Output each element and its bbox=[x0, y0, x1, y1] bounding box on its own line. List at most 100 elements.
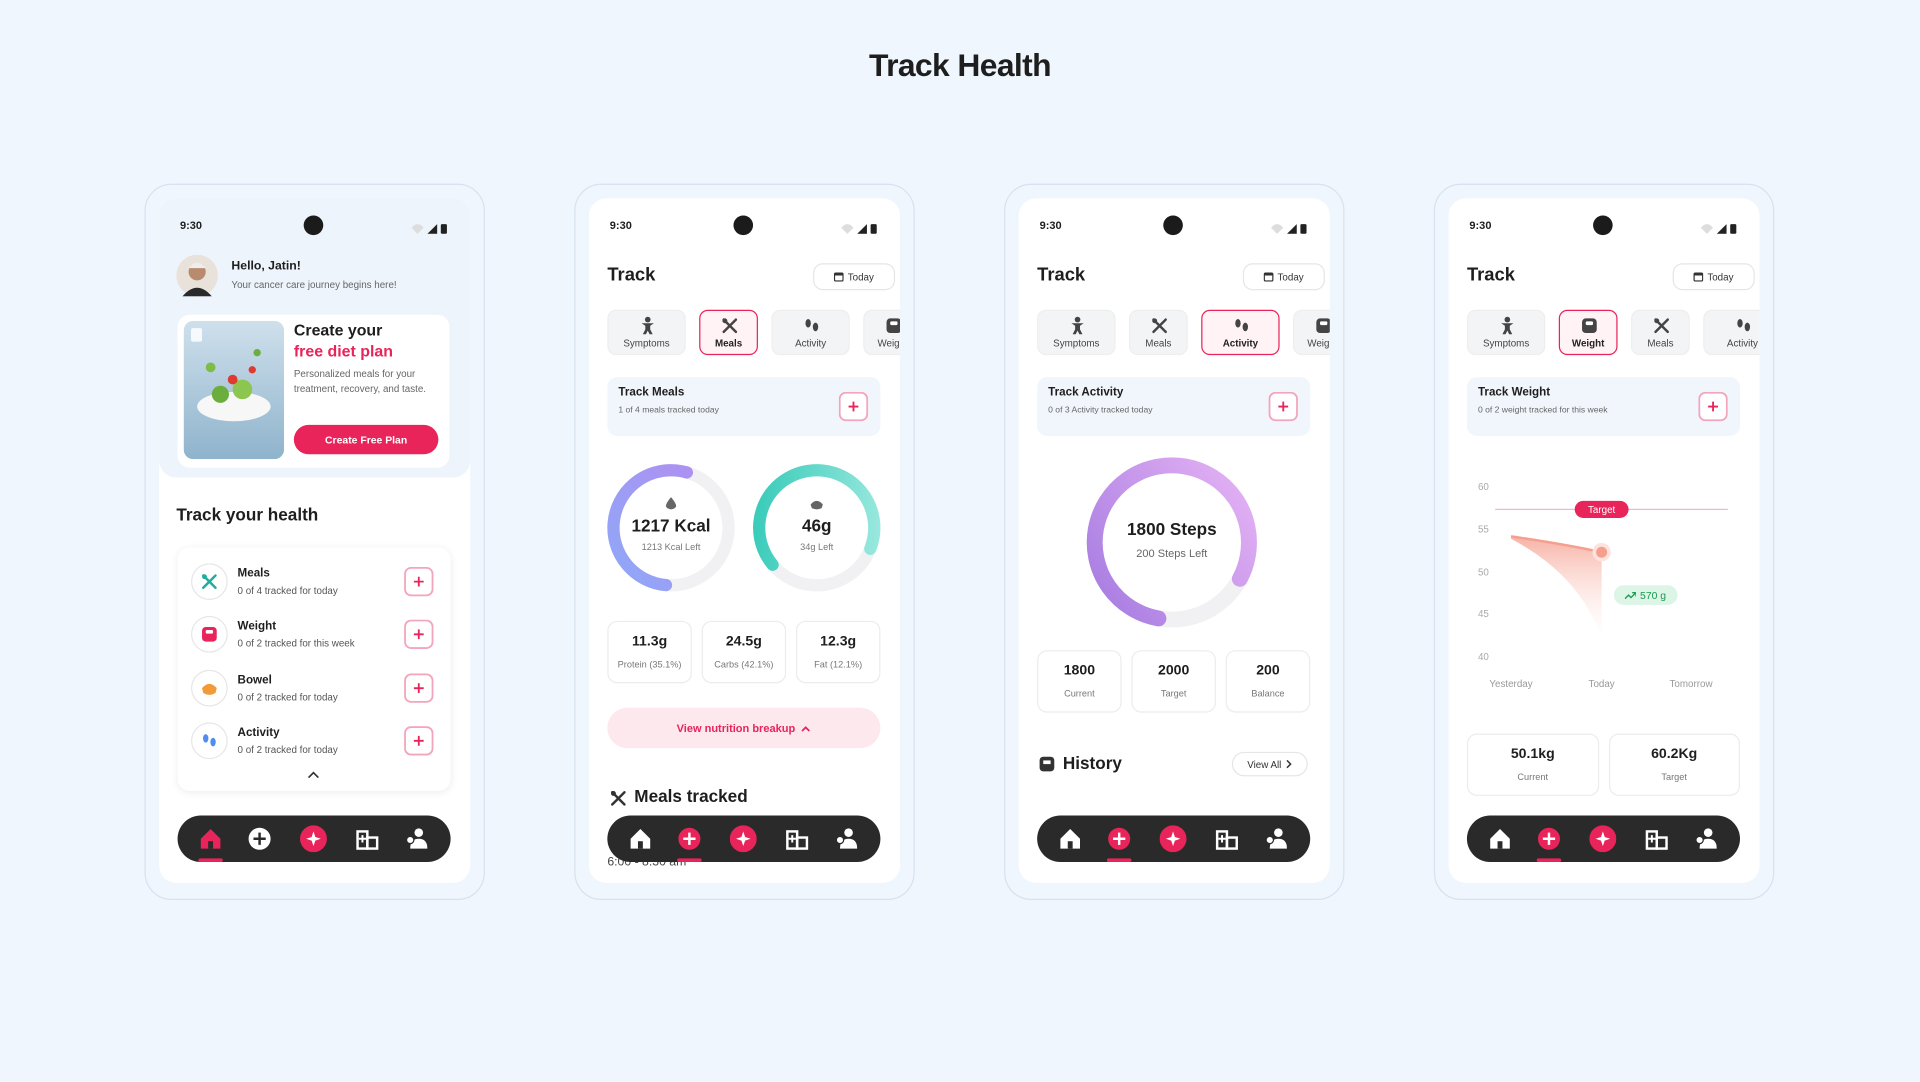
icon-part bbox=[630, 828, 651, 849]
tab[interactable]: Weight bbox=[1293, 309, 1330, 356]
icon-part bbox=[838, 391, 869, 422]
stat-value: 200 bbox=[1256, 663, 1280, 679]
x-tick-label: Yesterday bbox=[1489, 678, 1533, 690]
add-button[interactable] bbox=[1698, 391, 1728, 422]
date-chip[interactable]: Today bbox=[1672, 263, 1755, 291]
tab[interactable]: Weight bbox=[863, 309, 901, 356]
icon-part bbox=[413, 735, 424, 746]
track-card-title: Track Weight bbox=[1477, 385, 1551, 400]
add-button[interactable] bbox=[404, 672, 434, 703]
camera bbox=[1163, 215, 1183, 236]
add-button[interactable] bbox=[838, 391, 869, 422]
nav-icon[interactable] bbox=[1643, 825, 1670, 852]
add-button[interactable] bbox=[404, 725, 434, 756]
nav-icon[interactable] bbox=[1536, 825, 1563, 852]
nav-icon[interactable] bbox=[1106, 825, 1133, 852]
tab[interactable]: Weight bbox=[1558, 309, 1618, 356]
nav-icon[interactable] bbox=[627, 825, 654, 852]
tab-label: Symptoms bbox=[1053, 337, 1100, 349]
tab[interactable]: Activity bbox=[1703, 309, 1760, 356]
stat-box bbox=[1225, 650, 1311, 713]
stat-box bbox=[1608, 733, 1741, 796]
tab-label: Activity bbox=[1222, 337, 1259, 349]
date-chip[interactable]: Today bbox=[813, 263, 896, 291]
icon-part bbox=[840, 838, 858, 849]
nav-icon[interactable] bbox=[833, 825, 860, 852]
icon-part bbox=[801, 725, 811, 732]
icon-part bbox=[1265, 835, 1275, 845]
icon-part bbox=[611, 791, 616, 796]
tab[interactable]: Symptoms bbox=[1466, 309, 1546, 356]
tab-label: Weight bbox=[877, 337, 900, 349]
ring-icon bbox=[809, 496, 824, 511]
icon-part bbox=[1645, 830, 1668, 850]
stat-value: 11.3g bbox=[631, 634, 668, 649]
item-name: Bowel bbox=[237, 672, 272, 687]
icon-part bbox=[404, 566, 434, 597]
status-icons bbox=[841, 222, 878, 234]
tab[interactable]: Meals bbox=[1128, 309, 1188, 356]
nav-icon[interactable] bbox=[197, 825, 224, 852]
nav-icon[interactable] bbox=[729, 825, 757, 853]
item-name: Meals bbox=[237, 566, 270, 581]
tab-label: Meals bbox=[1145, 337, 1172, 349]
section-title: Meals tracked bbox=[634, 786, 748, 806]
icon-part bbox=[1152, 318, 1158, 324]
nav-icon[interactable] bbox=[676, 825, 703, 852]
item-detail: 0 of 2 tracked for today bbox=[237, 691, 338, 703]
section-icon bbox=[609, 789, 626, 806]
icon-part bbox=[886, 318, 901, 334]
nav-icon[interactable] bbox=[1692, 825, 1719, 852]
tab[interactable]: Meals bbox=[699, 309, 758, 356]
icon-part bbox=[1316, 318, 1330, 334]
icon-part bbox=[1730, 224, 1737, 234]
promo-button[interactable]: Create Free Plan bbox=[293, 424, 439, 455]
nav-icon[interactable] bbox=[300, 825, 327, 853]
icon-part bbox=[188, 262, 206, 269]
tab[interactable]: Symptoms bbox=[1037, 309, 1116, 356]
nav-icon[interactable] bbox=[403, 825, 430, 852]
view-all-link[interactable]: View All bbox=[1231, 751, 1308, 777]
y-tick-label: 45 bbox=[1477, 608, 1489, 620]
icon-part bbox=[810, 500, 823, 510]
add-button[interactable] bbox=[1268, 391, 1298, 422]
tab[interactable]: Activity bbox=[1201, 309, 1280, 356]
nav-icon[interactable] bbox=[1487, 825, 1514, 852]
progress-ring bbox=[747, 458, 887, 598]
chevron-right bbox=[1286, 759, 1293, 769]
icon-part bbox=[1585, 321, 1594, 326]
icon-part bbox=[1693, 272, 1704, 282]
nav-icon[interactable] bbox=[1159, 825, 1187, 853]
nav-icon[interactable] bbox=[1589, 825, 1617, 853]
icon-part bbox=[404, 725, 434, 756]
add-button[interactable] bbox=[404, 619, 434, 650]
nav-icon[interactable] bbox=[354, 825, 381, 852]
screen-title: Track bbox=[1037, 264, 1086, 286]
nav-icon[interactable] bbox=[1262, 825, 1289, 852]
icon-part bbox=[1654, 318, 1669, 334]
phone-frame: 9:30 Hello, Jatin! Your cancer care journe… bbox=[144, 183, 485, 901]
tab[interactable]: Symptoms bbox=[607, 309, 686, 356]
nav-icon[interactable] bbox=[1057, 825, 1084, 852]
nav-icon[interactable] bbox=[246, 825, 273, 852]
add-button[interactable] bbox=[404, 566, 434, 597]
tab[interactable]: Meals bbox=[1631, 309, 1690, 356]
avatar bbox=[176, 254, 218, 297]
icon-part bbox=[801, 725, 811, 732]
icon-part bbox=[366, 836, 379, 850]
icon-part bbox=[1039, 756, 1055, 772]
nutrition-button[interactable]: View nutrition breakup bbox=[607, 707, 881, 749]
icon-part bbox=[637, 841, 643, 849]
icon-part bbox=[1113, 832, 1126, 845]
icon-part bbox=[786, 830, 809, 850]
icon-part bbox=[191, 616, 228, 654]
nav-icon[interactable] bbox=[784, 825, 811, 852]
tab[interactable]: Activity bbox=[771, 309, 850, 356]
icon-part bbox=[857, 224, 867, 234]
icon-part bbox=[427, 224, 438, 234]
track-card-detail: 0 of 2 weight tracked for this week bbox=[1477, 406, 1608, 416]
stat-value: 24.5g bbox=[725, 634, 762, 649]
date-chip[interactable]: Today bbox=[1242, 263, 1325, 291]
track-card bbox=[607, 377, 881, 436]
nav-icon[interactable] bbox=[1213, 825, 1240, 852]
